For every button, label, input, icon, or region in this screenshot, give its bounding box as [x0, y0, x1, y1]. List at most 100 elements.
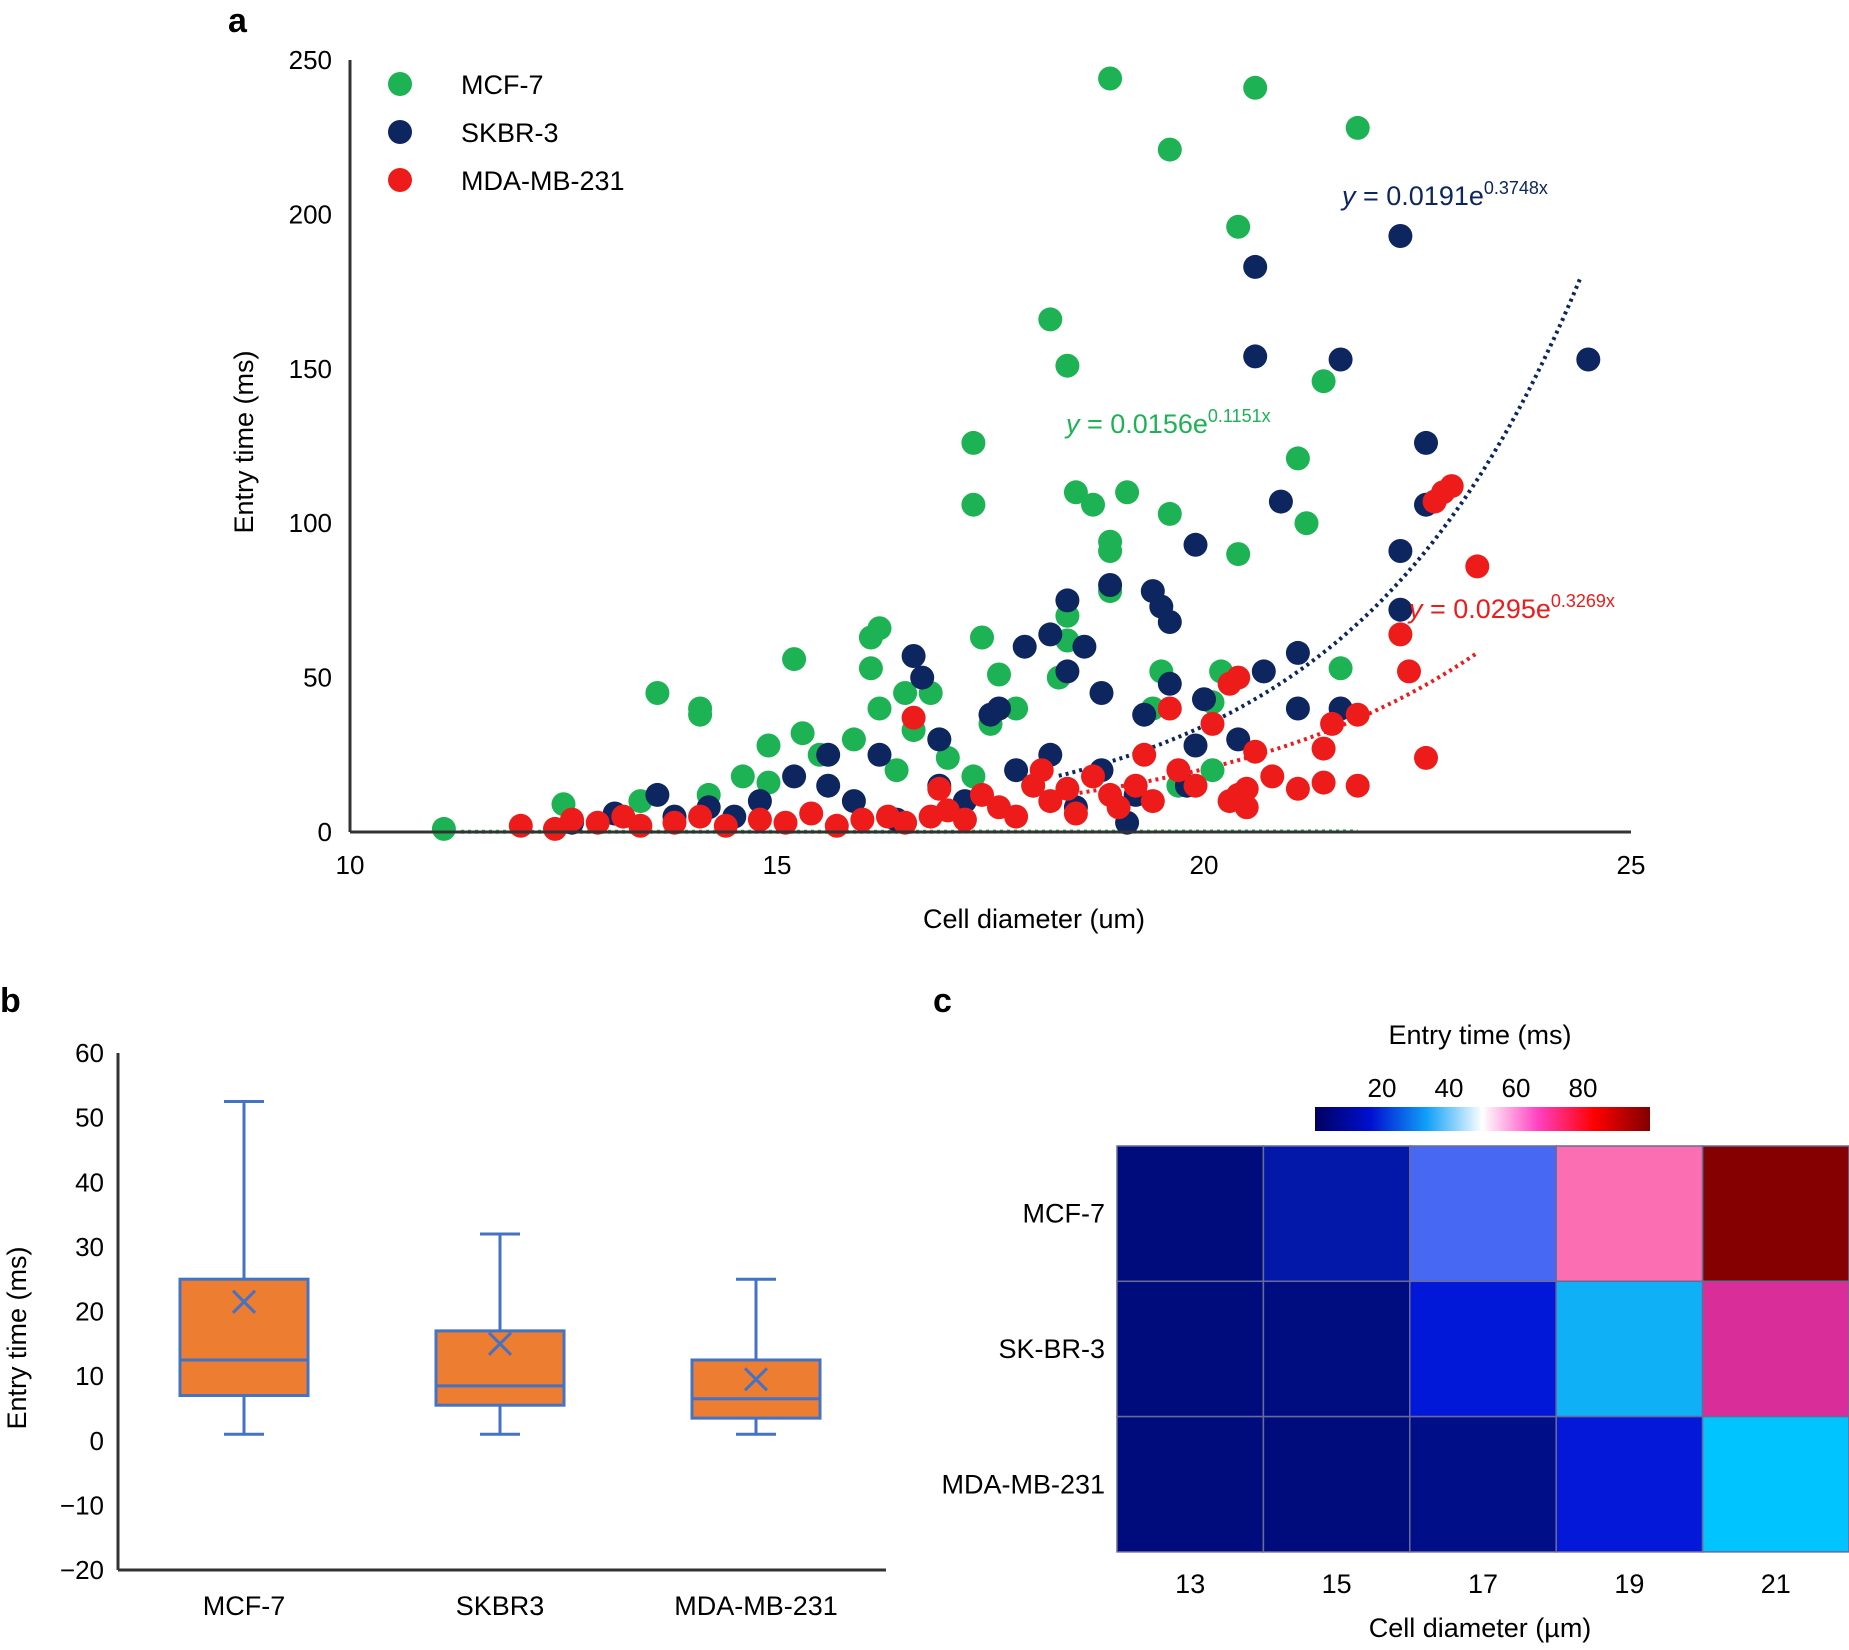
- c-heatmap-cell: [1409, 1145, 1557, 1283]
- a-point-mda-mb-231: [893, 810, 918, 835]
- a-point-skbr-3: [1285, 696, 1310, 721]
- a-point-mda-mb-231: [662, 810, 687, 835]
- a-point-skbr-3: [1183, 532, 1208, 557]
- b-category-label: SKBR3: [456, 1591, 545, 1621]
- a-point-mda-mb-231: [1226, 665, 1251, 690]
- a-point-skbr-3: [1192, 687, 1216, 712]
- b-y-axis-label: Entry time (ms): [2, 1246, 32, 1429]
- a-point-mda-mb-231: [1311, 736, 1336, 761]
- a-point-mcf-7: [1328, 656, 1353, 681]
- a-point-mda-mb-231: [927, 776, 952, 801]
- panel-c-heatmap: c Entry time (ms) 20 40 60 80 MCF-7SK-BR-3M…: [933, 982, 1849, 1643]
- a-x-axis-label: Cell diameter (um): [923, 904, 1145, 934]
- a-point-skbr-3: [1243, 254, 1268, 279]
- a-point-mda-mb-231: [901, 705, 926, 730]
- a-point-mcf-7: [884, 758, 909, 783]
- a-point-mda-mb-231: [952, 807, 977, 832]
- a-data-points: [431, 66, 1601, 841]
- a-point-skbr-3: [1157, 671, 1182, 696]
- c-column-label: 19: [1614, 1569, 1644, 1599]
- a-point-mcf-7: [867, 696, 892, 721]
- a-fit-lines: [461, 278, 1582, 834]
- a-point-mcf-7: [790, 721, 815, 746]
- a-point-mda-mb-231: [1345, 702, 1370, 727]
- panel-label-b: b: [0, 982, 21, 1020]
- c-heatmap-cell: [1116, 1280, 1265, 1418]
- c-heatmap-cell: [1262, 1145, 1411, 1283]
- b-y-tick-label: 50: [75, 1103, 104, 1133]
- c-row-label: MDA-MB-231: [941, 1469, 1105, 1499]
- a-point-mda-mb-231: [1422, 489, 1447, 514]
- c-heatmap-cell: [1409, 1415, 1557, 1553]
- a-point-mcf-7: [893, 681, 918, 705]
- a-legend: MCF-7 SKBR-3 MDA-MB-231: [388, 70, 625, 196]
- a-point-skbr-3: [816, 773, 841, 798]
- a-point-mda-mb-231: [1004, 804, 1029, 829]
- a-point-skbr-3: [927, 727, 952, 752]
- a-point-mcf-7: [1200, 758, 1225, 783]
- a-point-mcf-7: [756, 733, 781, 758]
- a-point-mcf-7: [1157, 137, 1182, 162]
- a-point-skbr-3: [1388, 597, 1413, 622]
- c-column-label: 17: [1468, 1569, 1498, 1599]
- b-y-tick-label: −20: [60, 1555, 104, 1585]
- c-column-label: 21: [1761, 1569, 1791, 1599]
- a-point-mda-mb-231: [850, 807, 875, 832]
- a-point-mcf-7: [961, 764, 986, 789]
- b-y-tick-label: 40: [75, 1167, 104, 1197]
- a-legend-label: MDA-MB-231: [461, 166, 625, 196]
- a-point-mcf-7: [961, 430, 986, 455]
- a-point-skbr-3: [1072, 634, 1097, 659]
- a-point-mda-mb-231: [1055, 776, 1080, 801]
- a-point-skbr-3: [1388, 224, 1413, 248]
- c-heatmap-cells: [1116, 1145, 1849, 1553]
- a-point-skbr-3: [1055, 588, 1080, 613]
- a-point-skbr-3: [901, 644, 926, 668]
- a-point-mcf-7: [1157, 501, 1182, 526]
- a-point-mda-mb-231: [1345, 773, 1370, 798]
- c-colorbar-tick-label: 40: [1435, 1073, 1464, 1103]
- a-point-skbr-3: [1055, 659, 1080, 684]
- a-legend-marker: [388, 72, 412, 96]
- a-point-mda-mb-231: [1132, 742, 1157, 767]
- b-category-label: MDA-MB-231: [674, 1591, 838, 1621]
- b-axes: −20 −10 0 10 20 30 40 50 60: [60, 1038, 886, 1585]
- a-y-tick-label: 50: [303, 663, 332, 693]
- a-point-skbr-3: [867, 742, 892, 767]
- c-heatmap-cell: [1409, 1280, 1557, 1418]
- a-y-tick-label: 0: [318, 817, 332, 847]
- a-point-skbr-3: [1388, 539, 1413, 563]
- a-legend-label: SKBR-3: [461, 118, 559, 148]
- c-heatmap-cell: [1701, 1145, 1849, 1283]
- a-point-mda-mb-231: [1157, 696, 1182, 721]
- a-point-mcf-7: [431, 816, 456, 841]
- a-point-mcf-7: [1294, 511, 1319, 536]
- a-point-mcf-7: [1055, 353, 1080, 378]
- a-point-mda-mb-231: [688, 804, 713, 829]
- a-point-mcf-7: [1063, 480, 1088, 505]
- b-mean-marker: [743, 1367, 769, 1392]
- a-point-mda-mb-231: [508, 813, 533, 838]
- b-box: [690, 1358, 822, 1420]
- a-legend-marker: [388, 120, 412, 144]
- a-point-mcf-7: [1243, 75, 1268, 100]
- a-y-tick-label: 250: [289, 45, 332, 75]
- a-fit-line-skbr-3: [1058, 278, 1582, 778]
- b-y-tick-label: 20: [75, 1297, 104, 1327]
- a-point-skbr-3: [1414, 430, 1438, 455]
- a-point-mda-mb-231: [1243, 739, 1268, 764]
- c-column-label: 15: [1322, 1569, 1352, 1599]
- a-point-mda-mb-231: [1123, 773, 1148, 798]
- a-point-mda-mb-231: [1226, 782, 1251, 807]
- a-point-skbr-3: [1012, 634, 1037, 659]
- a-y-tick-label: 150: [289, 354, 332, 384]
- a-point-skbr-3: [1285, 640, 1310, 665]
- a-point-skbr-3: [1268, 489, 1293, 514]
- panel-label-c: c: [933, 982, 952, 1020]
- a-point-mcf-7: [867, 616, 892, 641]
- a-point-mcf-7: [1004, 696, 1029, 721]
- a-point-skbr-3: [816, 742, 841, 767]
- c-heatmap-cell: [1555, 1280, 1704, 1418]
- a-point-mcf-7: [1115, 480, 1140, 505]
